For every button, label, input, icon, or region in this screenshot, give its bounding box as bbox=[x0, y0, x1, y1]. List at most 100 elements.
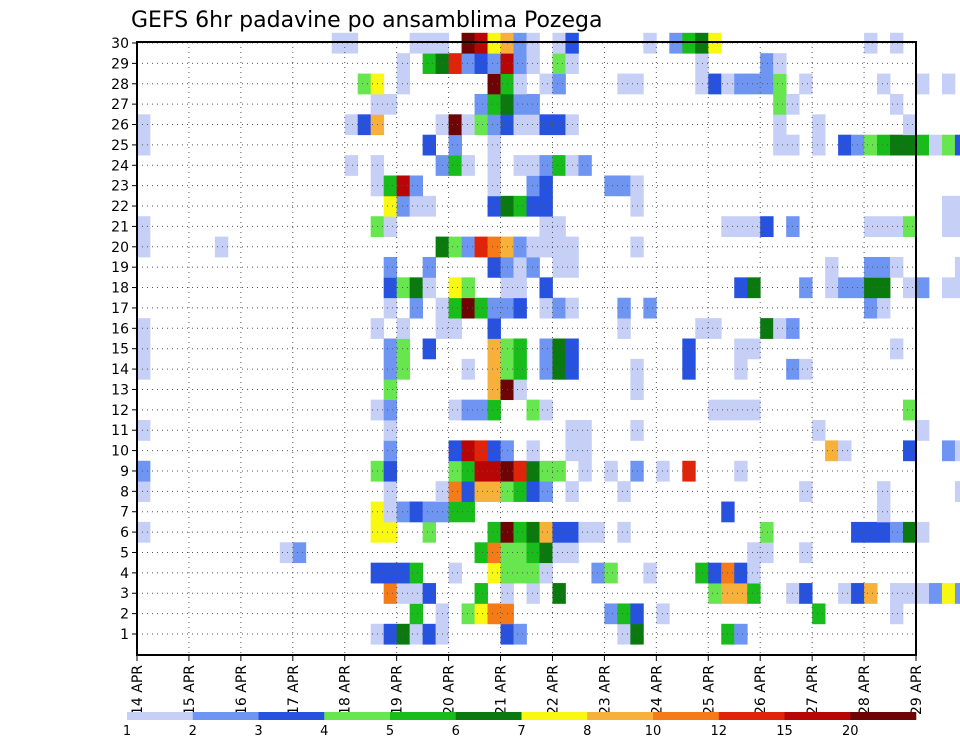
heatmap-cell-m21-t64 bbox=[954, 216, 960, 237]
heatmap-cell-m15-t43 bbox=[682, 338, 696, 360]
heatmap-cell-m20-t30 bbox=[513, 236, 527, 258]
heatmap-cell-m22-t30 bbox=[513, 195, 527, 217]
y-tick-label-1: 1 bbox=[120, 627, 129, 643]
heatmap-cell-m10-t35 bbox=[578, 440, 592, 462]
heatmap-cell-m6-t35 bbox=[578, 521, 592, 543]
x-tick-label-3: 17 APR bbox=[286, 665, 302, 715]
heatmap-cell-m21-t58 bbox=[877, 216, 891, 237]
heatmap-cell-m9-t35 bbox=[578, 460, 592, 482]
heatmap-cell-m20-t31 bbox=[526, 236, 540, 258]
colorbar-label-20: 20 bbox=[842, 724, 859, 739]
heatmap-cell-m8-t52 bbox=[799, 481, 813, 502]
heatmap-cell-m2-t41 bbox=[656, 603, 670, 625]
heatmap-cell-m28-t21 bbox=[396, 73, 411, 95]
heatmap-cell-m9-t27 bbox=[474, 460, 488, 482]
heatmap-cell-m24-t28 bbox=[487, 155, 501, 176]
heatmap-cell-m17-t20 bbox=[383, 297, 398, 319]
heatmap-cell-m25-t62 bbox=[928, 134, 943, 156]
heatmap-cell-m24-t30 bbox=[513, 155, 527, 176]
heatmap-cell-m9-t43 bbox=[682, 460, 696, 482]
heatmap-cell-m22-t28 bbox=[487, 195, 501, 217]
heatmap-cell-m18-t26 bbox=[461, 277, 475, 299]
y-tick-label-6: 6 bbox=[120, 525, 129, 541]
heatmap-cell-m6-t20 bbox=[383, 521, 398, 543]
heatmap-cell-m16-t38 bbox=[617, 318, 631, 339]
colorbar-swatch-9 bbox=[653, 712, 720, 720]
heatmap-cell-m28-t48 bbox=[747, 73, 761, 95]
heatmap-cells bbox=[137, 32, 960, 645]
colorbar-label-6: 6 bbox=[452, 724, 460, 739]
heatmap-cell-m25-t58 bbox=[877, 134, 891, 156]
x-tick-label-0: 14 APR bbox=[130, 665, 146, 715]
heatmap-cell-m17-t26 bbox=[461, 297, 475, 319]
heatmap-cell-m13-t30 bbox=[513, 379, 527, 401]
heatmap-cell-m4-t30 bbox=[513, 562, 527, 584]
heatmap-cell-m17-t27 bbox=[474, 297, 488, 319]
heatmap-cell-m3-t31 bbox=[526, 583, 540, 604]
heatmap-cell-m23-t31 bbox=[526, 175, 540, 197]
heatmap-cell-m10-t28 bbox=[487, 440, 501, 462]
heatmap-cell-m9-t41 bbox=[656, 460, 670, 482]
heatmap-cell-m26-t31 bbox=[526, 114, 540, 136]
y-tick-label-13: 13 bbox=[111, 382, 129, 398]
heatmap-cell-m3-t48 bbox=[747, 583, 761, 604]
heatmap-cell-m17-t32 bbox=[539, 297, 553, 319]
heatmap-cell-m3-t57 bbox=[864, 583, 878, 604]
heatmap-cell-m18-t23 bbox=[422, 277, 437, 299]
heatmap-cell-m3-t22 bbox=[409, 583, 424, 604]
heatmap-cell-m3-t63 bbox=[941, 583, 956, 604]
heatmap-cell-m19-t23 bbox=[422, 256, 437, 278]
heatmap-cell-m2-t53 bbox=[812, 603, 826, 625]
y-tick-label-19: 19 bbox=[111, 260, 129, 276]
heatmap-cell-m6-t49 bbox=[760, 521, 774, 543]
colorbar-legend: 1 2 3 4 5 6 7 8 10 12 15 20 bbox=[123, 712, 917, 739]
heatmap-cell-m16-t21 bbox=[396, 318, 411, 339]
heatmap-cell-m3-t59 bbox=[890, 583, 904, 604]
y-tick-label-14: 14 bbox=[111, 362, 129, 378]
heatmap-cell-m16-t50 bbox=[773, 318, 787, 339]
heatmap-cell-m14-t32 bbox=[539, 358, 553, 380]
heatmap-cell-m30-t28 bbox=[487, 32, 501, 54]
y-tick-label-8: 8 bbox=[120, 484, 129, 500]
heatmap-cell-m22-t21 bbox=[396, 195, 411, 217]
heatmap-cell-m21-t60 bbox=[903, 216, 917, 237]
y-tick-label-16: 16 bbox=[111, 321, 129, 337]
heatmap-cell-m1-t23 bbox=[422, 623, 437, 645]
heatmap-cell-m19-t28 bbox=[487, 256, 501, 278]
heatmap-cell-m26-t26 bbox=[461, 114, 475, 136]
heatmap-cell-m13-t28 bbox=[487, 379, 501, 401]
heatmap-cell-m5-t31 bbox=[526, 542, 540, 564]
heatmap-cell-m1-t47 bbox=[734, 623, 748, 645]
heatmap-cell-m22-t31 bbox=[526, 195, 540, 217]
y-tick-label-17: 17 bbox=[111, 301, 129, 317]
heatmap-cell-m7-t58 bbox=[877, 501, 891, 523]
heatmap-cell-m17-t25 bbox=[448, 297, 462, 319]
heatmap-cell-m25-t50 bbox=[773, 134, 787, 156]
heatmap-cell-m10-t25 bbox=[448, 440, 462, 462]
heatmap-cell-m2-t27 bbox=[474, 603, 488, 625]
heatmap-cell-m24-t17 bbox=[344, 155, 359, 176]
heatmap-cell-m17-t33 bbox=[552, 297, 566, 319]
heatmap-cell-m27-t30 bbox=[513, 93, 527, 115]
heatmap-cell-m1-t20 bbox=[383, 623, 398, 645]
heatmap-cell-m7-t26 bbox=[461, 501, 475, 523]
heatmap-cell-m2-t26 bbox=[461, 603, 475, 625]
heatmap-cell-m12-t25 bbox=[448, 399, 462, 421]
heatmap-cell-m28-t61 bbox=[916, 73, 930, 95]
heatmap-cell-m3-t64 bbox=[954, 583, 960, 604]
heatmap-cell-m26-t28 bbox=[487, 114, 501, 136]
heatmap-cell-m22-t20 bbox=[383, 195, 398, 217]
colorbar-swatch-1 bbox=[127, 712, 194, 720]
heatmap-cell-m8-t20 bbox=[383, 481, 398, 502]
colorbar-swatch-4 bbox=[324, 712, 391, 720]
x-tick-label-4: 18 APR bbox=[338, 665, 354, 715]
heatmap-cell-m4-t44 bbox=[695, 562, 709, 584]
chart-title: GEFS 6hr padavine po ansamblima Pozega bbox=[131, 8, 602, 33]
heatmap-cell-m15-t1 bbox=[137, 338, 151, 360]
heatmap-cell-m29-t50 bbox=[773, 53, 787, 74]
heatmap-cell-m12-t26 bbox=[461, 399, 475, 421]
y-tick-label-20: 20 bbox=[111, 240, 129, 256]
heatmap-cell-m10-t63 bbox=[941, 440, 956, 462]
heatmap-cell-m4-t48 bbox=[747, 562, 761, 584]
y-tick-label-29: 29 bbox=[111, 56, 129, 72]
